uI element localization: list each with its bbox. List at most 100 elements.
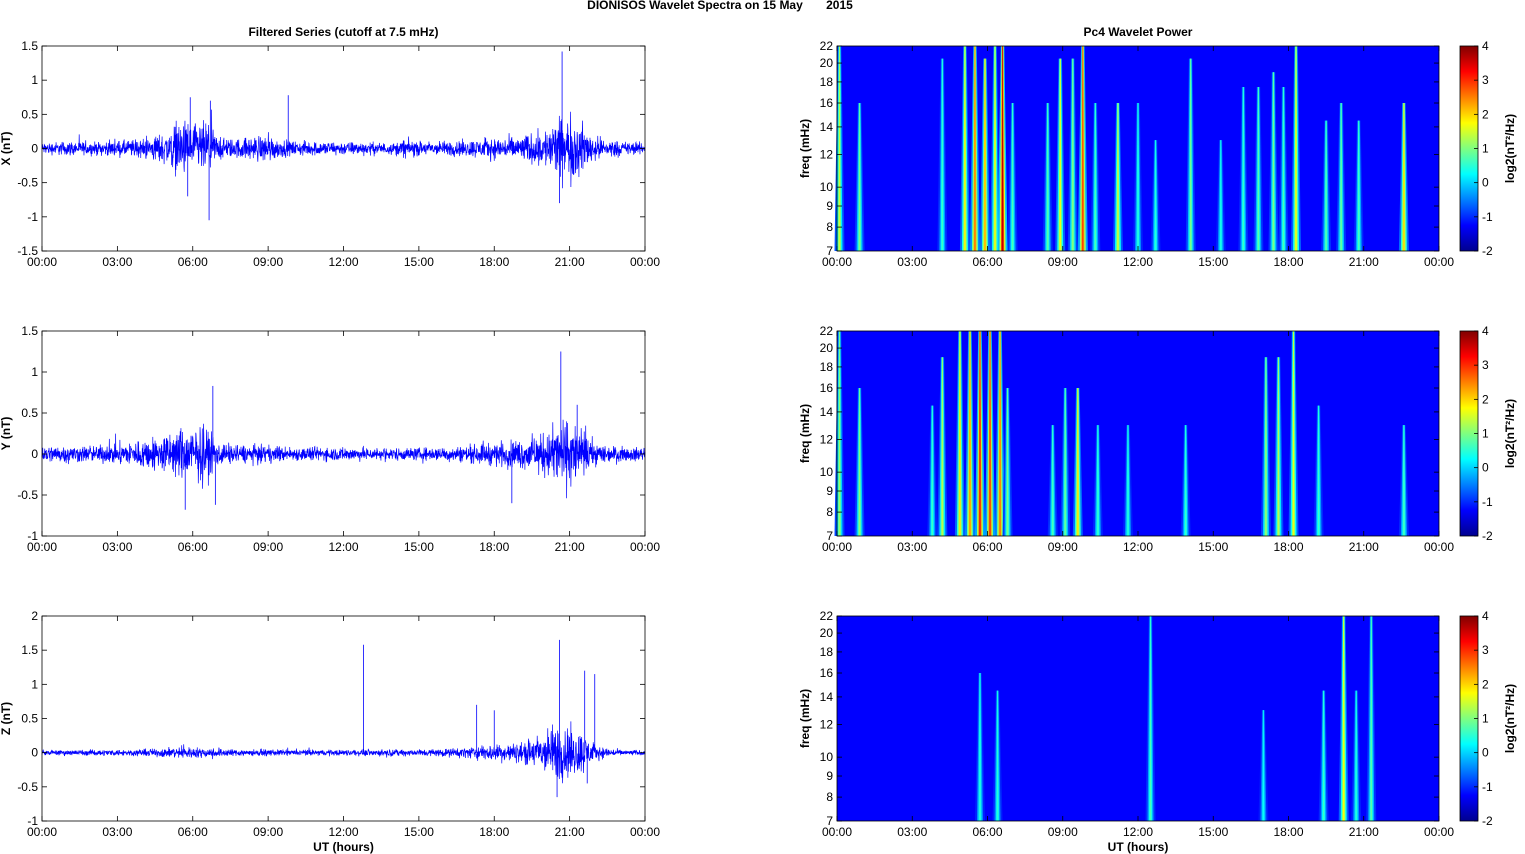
x-tick-label: 06:00 xyxy=(972,825,1002,839)
wavelet-streak xyxy=(1322,690,1325,821)
y-tick-label: -0.5 xyxy=(17,780,38,794)
y-axis-label: Z (nT) xyxy=(0,702,13,735)
x-tick-label: 09:00 xyxy=(253,255,283,269)
x-tick-label: 18:00 xyxy=(479,540,509,554)
x-tick-label: 00:00 xyxy=(822,255,852,269)
x-tick-label: 00:00 xyxy=(822,825,852,839)
wavelet-streak xyxy=(931,405,934,536)
wavelet-streak xyxy=(1317,405,1320,536)
wavelet-streak xyxy=(1117,103,1119,251)
colorbar-tick-label: 1 xyxy=(1482,427,1489,441)
y-tick-label: 14 xyxy=(820,405,834,419)
x-tick-label: 09:00 xyxy=(253,825,283,839)
wavelet-streak xyxy=(838,331,841,536)
colorbar-tick-label: 0 xyxy=(1482,176,1489,190)
x-tick-label: 12:00 xyxy=(1123,825,1153,839)
colorbar-tick-label: -2 xyxy=(1482,244,1493,258)
colorbar-tick-label: -1 xyxy=(1482,210,1493,224)
colorbar-tick-label: 4 xyxy=(1482,324,1489,338)
y-tick-label: 12 xyxy=(820,148,834,162)
y-tick-label: 7 xyxy=(826,244,833,258)
x-tick-label: 15:00 xyxy=(1198,255,1228,269)
x-tick-label: 18:00 xyxy=(479,255,509,269)
x-tick-label: 15:00 xyxy=(404,255,434,269)
wavelet-streak xyxy=(1292,331,1295,536)
y-tick-label: 10 xyxy=(820,750,834,764)
y-axis-label: Y (nT) xyxy=(0,417,13,451)
y-tick-label: 16 xyxy=(820,96,834,110)
x-tick-label: 21:00 xyxy=(1349,825,1379,839)
colorbar-tick-label: -1 xyxy=(1482,780,1493,794)
wavelet-streak xyxy=(1272,72,1275,251)
y-tick-label: 20 xyxy=(820,341,834,355)
y-tick-label: 8 xyxy=(826,505,833,519)
colorbar-tick-label: 0 xyxy=(1482,746,1489,760)
y-tick-label: 0.5 xyxy=(21,107,38,121)
x-tick-label: 03:00 xyxy=(897,825,927,839)
wavelet-streak xyxy=(974,46,976,251)
wavelet-streak xyxy=(999,331,1001,536)
wavelet-streak xyxy=(1052,425,1054,536)
colorbar-tick-label: 1 xyxy=(1482,712,1489,726)
y-tick-label: 7 xyxy=(826,814,833,828)
chart-left-bottom: 00:00 03:00 06:00 09:00 12:00 15:00 18:00 21:00… xyxy=(0,609,660,854)
x-tick-label: 00:00 xyxy=(1424,825,1454,839)
wavelet-streak xyxy=(1154,140,1157,251)
wavelet-streak xyxy=(1059,58,1061,251)
wavelet-streak xyxy=(959,331,961,536)
y-tick-label: 7 xyxy=(826,529,833,543)
y-tick-label: 1 xyxy=(31,73,38,87)
y-tick-label: 14 xyxy=(820,690,834,704)
y-tick-label: 0.5 xyxy=(21,712,38,726)
plot-area xyxy=(837,331,1439,536)
wavelet-streak xyxy=(1358,120,1360,252)
x-tick-label: 00:00 xyxy=(630,255,660,269)
wavelet-streak xyxy=(858,388,861,536)
x-tick-label: 03:00 xyxy=(102,255,132,269)
wavelet-streak xyxy=(979,331,981,536)
colorbar-label: log2(nT²/Hz) xyxy=(1503,114,1517,183)
wavelet-streak xyxy=(1082,46,1084,251)
wavelet-streak xyxy=(941,357,944,536)
wavelet-streak xyxy=(1001,46,1004,251)
colorbar-tick-label: 0 xyxy=(1482,461,1489,475)
x-tick-label: 18:00 xyxy=(1273,255,1303,269)
x-tick-label: 03:00 xyxy=(102,825,132,839)
x-tick-label: 12:00 xyxy=(1123,540,1153,554)
wavelet-streak xyxy=(996,690,999,821)
figure-title: DIONISOS Wavelet Spectra on 15 May 2015 xyxy=(587,0,853,12)
wavelet-streak xyxy=(1277,357,1280,536)
wavelet-streak xyxy=(1077,388,1079,536)
y-axis-label: freq (mHz) xyxy=(798,404,812,463)
y-axis-label: X (nT) xyxy=(0,132,13,166)
wavelet-streak xyxy=(1011,103,1014,251)
x-tick-label: 00:00 xyxy=(630,540,660,554)
wavelet-streak xyxy=(969,331,971,536)
x-tick-label: 00:00 xyxy=(1424,540,1454,554)
x-tick-label: 06:00 xyxy=(178,825,208,839)
wavelet-streak xyxy=(984,58,986,251)
wavelet-streak xyxy=(1325,120,1327,252)
chart-left-middle: 00:00 03:00 06:00 09:00 12:00 15:00 18:00 21:00… xyxy=(0,324,660,554)
x-tick-label: 00:00 xyxy=(27,255,57,269)
wavelet-streak xyxy=(1340,103,1342,251)
x-tick-label: 15:00 xyxy=(1198,825,1228,839)
x-tick-label: 12:00 xyxy=(328,825,358,839)
wavelet-streak xyxy=(1370,616,1372,821)
x-tick-label: 21:00 xyxy=(555,255,585,269)
wavelet-streak xyxy=(1265,357,1267,536)
y-tick-label: 22 xyxy=(820,324,834,338)
wavelet-streak xyxy=(979,673,981,821)
y-tick-label: 22 xyxy=(820,609,834,623)
x-tick-label: 21:00 xyxy=(1349,255,1379,269)
wavelet-streak xyxy=(1403,425,1405,536)
chart-left-top: 00:00 03:00 06:00 09:00 12:00 15:00 18:00 21:00… xyxy=(0,25,660,269)
y-tick-label: 16 xyxy=(820,381,834,395)
y-tick-label: 12 xyxy=(820,718,834,732)
wavelet-streak xyxy=(1242,86,1245,251)
series-line xyxy=(41,109,646,189)
y-tick-label: 9 xyxy=(826,199,833,213)
